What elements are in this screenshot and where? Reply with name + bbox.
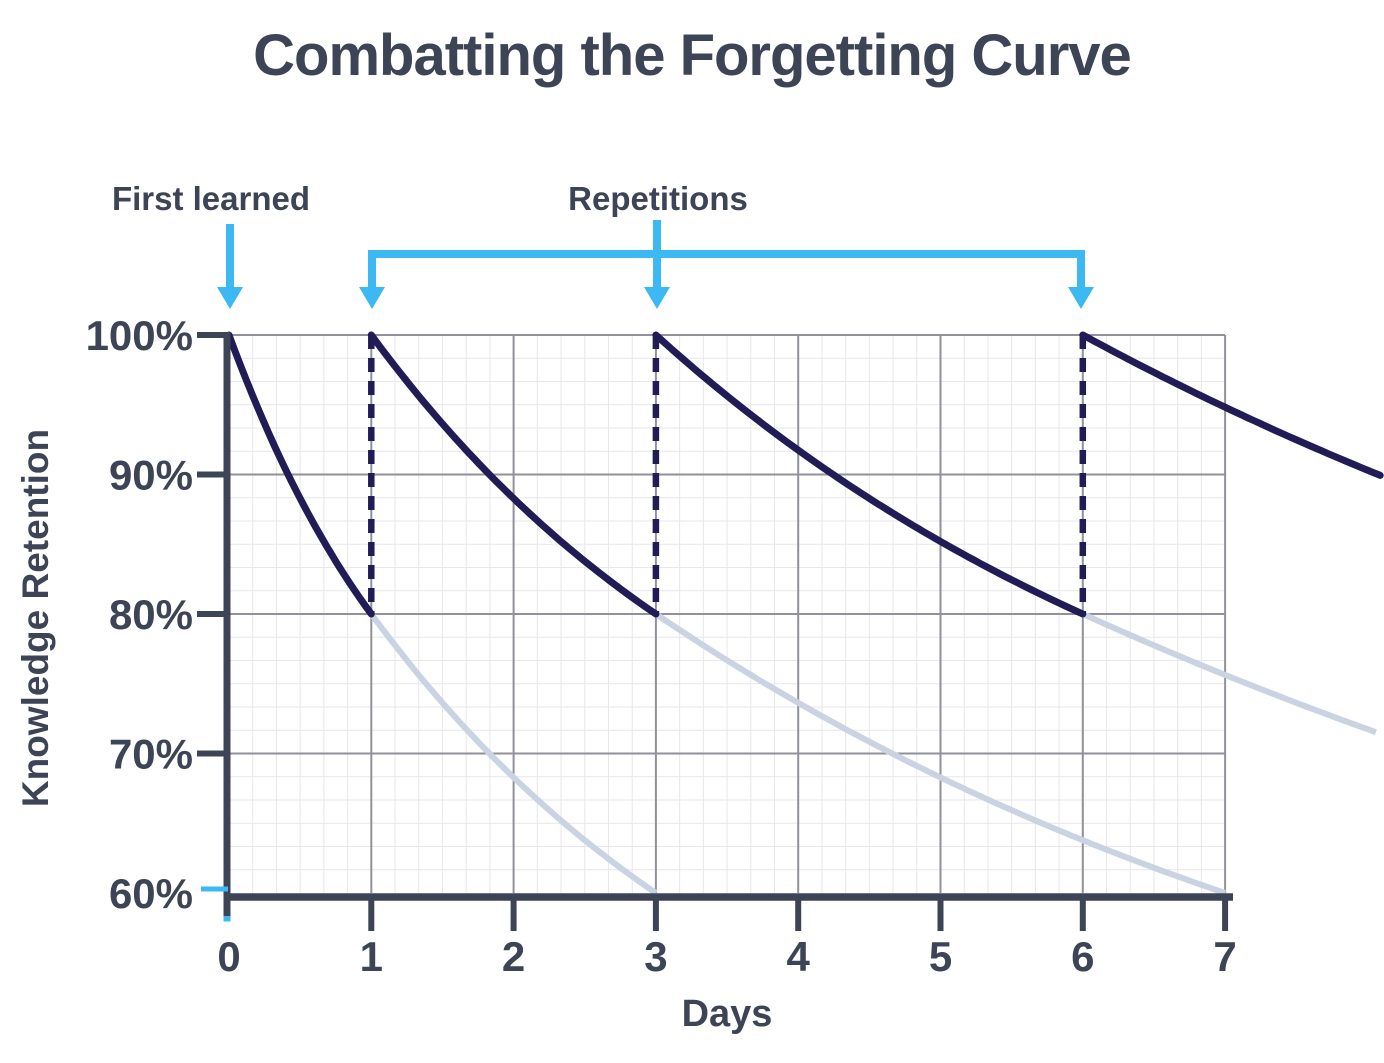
y-tick-label-80: 80% <box>109 591 193 638</box>
forgetting-without-repetition-segment-2 <box>1081 611 1377 736</box>
x-axis-title: Days <box>681 993 773 1035</box>
x-tick-label-1: 1 <box>360 933 383 980</box>
repetitions-arrow-head-day3-icon <box>644 287 670 309</box>
x-tick-label-5: 5 <box>929 933 952 980</box>
annotation-first-learned-label: First learned <box>111 180 311 217</box>
annotation-repetitions-label: Repetitions <box>568 180 748 217</box>
chart-title: Combatting the Forgetting Curve <box>253 23 1132 88</box>
first-learned-arrow-head-icon <box>217 287 243 309</box>
y-tick-label-100: 100% <box>86 312 193 359</box>
retention-with-repetition-segment-3 <box>1079 331 1384 479</box>
retention-with-repetition-segment-0 <box>225 331 375 618</box>
repetitions-arrow-head-day6-icon <box>1068 287 1094 309</box>
x-tick-label-7: 7 <box>1213 933 1236 980</box>
x-tick-label-3: 3 <box>644 933 667 980</box>
y-tick-label-90: 90% <box>109 452 193 499</box>
forgetting-without-repetition-segment-0 <box>368 612 658 896</box>
x-tick-label-2: 2 <box>502 933 525 980</box>
y-tick-label-70: 70% <box>109 731 193 778</box>
x-tick-label-0: 0 <box>217 933 240 980</box>
y-tick-label-60: 60% <box>109 870 193 917</box>
retention-with-repetition-segment-1 <box>367 331 660 618</box>
repetitions-arrow-head-day1-icon <box>359 287 385 309</box>
x-tick-label-4: 4 <box>787 933 811 980</box>
retention-with-repetition-segment-2 <box>652 331 1087 618</box>
forgetting-without-repetition-segment-1 <box>654 611 1227 896</box>
x-tick-label-6: 6 <box>1071 933 1094 980</box>
